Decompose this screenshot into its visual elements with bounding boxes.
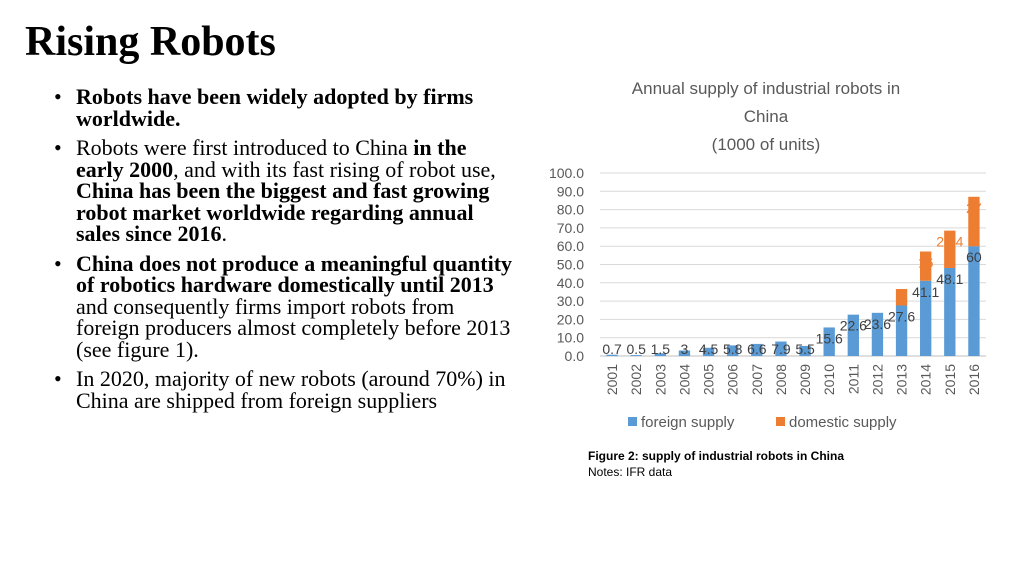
bar-domestic (920, 251, 932, 281)
bar-foreign (654, 353, 666, 356)
bullet-text: , and with its fast rising of robot use, (173, 156, 496, 182)
bullet-text: and consequently firms import robots fro… (76, 293, 511, 362)
x-tick-label: 2009 (797, 364, 813, 395)
chart-title: (1000 of units) (712, 135, 821, 154)
x-tick-label: 2013 (894, 364, 910, 395)
bullet-item: In 2020, majority of new robots (around … (52, 368, 512, 411)
data-label-foreign: 4.5 (699, 341, 719, 357)
bullet-text-bold: China has been the biggest and fast grow… (76, 178, 490, 246)
bullet-text: . (221, 221, 227, 246)
bar-foreign (702, 347, 715, 356)
x-tick-label: 2002 (628, 364, 644, 395)
bar-foreign (630, 355, 642, 356)
data-label-domestic: 20.4 (936, 234, 963, 250)
y-tick-label: 70.0 (557, 220, 584, 236)
x-tick-label: 2003 (652, 364, 668, 395)
bar-foreign (727, 345, 739, 356)
bullet-text-bold: Robots have been widely adopted by firms… (76, 84, 474, 131)
bar-foreign (895, 305, 908, 356)
y-tick-label: 30.0 (557, 293, 584, 309)
bar-domestic (895, 289, 908, 306)
bar-foreign (823, 327, 835, 356)
bar-foreign (751, 343, 763, 356)
bullet-text: Robots were first introduced to China (76, 135, 414, 160)
slide-title: Rising Robots (25, 19, 276, 65)
bullet-text: In 2020, majority of new robots (around … (76, 366, 506, 413)
y-tick-label: 60.0 (557, 238, 584, 254)
data-label-foreign: 15.6 (816, 330, 843, 346)
x-tick-label: 2008 (773, 364, 789, 395)
bar-domestic (968, 196, 980, 247)
legend-label-domestic: domestic supply (789, 414, 897, 431)
data-label-foreign: 23.6 (864, 316, 891, 332)
bar-foreign (968, 246, 980, 356)
data-label-foreign: 3 (681, 341, 689, 357)
data-label-foreign: 41.1 (912, 284, 939, 300)
caption-note: Notes: IFR data (588, 465, 673, 479)
data-label-foreign: 5.5 (795, 341, 815, 357)
data-label-foreign: 1.5 (651, 341, 671, 357)
bar-foreign (799, 345, 811, 356)
robot-supply-chart: Annual supply of industrial robots in Chi… (549, 79, 986, 431)
data-label-domestic: 9 (898, 292, 906, 308)
chart-title: Annual supply of industrial robots in (632, 79, 900, 98)
figure-caption: Figure 2: supply of industrial robots in… (588, 448, 844, 480)
bullet-item: Robots have been widely adopted by firms… (52, 86, 512, 129)
x-tick-label: 2012 (869, 364, 885, 395)
bar-foreign (944, 267, 956, 356)
legend-swatch (628, 417, 637, 426)
data-label-foreign: 60 (966, 249, 982, 265)
chart-container: Annual supply of industrial robots in Chi… (540, 70, 1000, 440)
chart-title: China (744, 107, 789, 126)
bullet-item: China does not produce a meaningful quan… (52, 250, 513, 362)
bar-domestic (944, 230, 956, 268)
data-label-domestic: 27 (966, 200, 982, 216)
bar-foreign (678, 350, 691, 356)
x-tick-label: 2014 (918, 364, 934, 395)
data-label-foreign: 27.6 (888, 308, 915, 324)
y-tick-label: 80.0 (557, 202, 584, 218)
data-label-foreign: 48.1 (936, 271, 963, 287)
bar-foreign (871, 312, 884, 356)
y-tick-label: 20.0 (557, 311, 584, 327)
bar-foreign (775, 341, 787, 356)
bullet-list: Robots have been widely adopted by firms… (52, 86, 512, 419)
x-tick-label: 2016 (966, 364, 982, 395)
bullet-item: Robots were first introduced to China in… (52, 137, 512, 245)
x-tick-label: 2006 (725, 364, 741, 395)
data-label-foreign: 5.8 (723, 341, 743, 357)
x-tick-label: 2015 (942, 364, 958, 395)
legend-swatch (776, 417, 785, 426)
y-tick-label: 10.0 (557, 330, 584, 346)
caption-title: Figure 2: supply of industrial robots in… (588, 449, 845, 463)
y-tick-label: 0.0 (565, 348, 585, 364)
x-tick-label: 2010 (821, 364, 837, 395)
legend-label-foreign: foreign supply (641, 414, 735, 431)
y-tick-label: 90.0 (557, 183, 584, 199)
bullet-text-bold: in the early 2000 (76, 135, 467, 182)
y-tick-label: 40.0 (557, 275, 584, 291)
x-tick-label: 2004 (676, 364, 692, 395)
x-tick-label: 2005 (701, 364, 717, 395)
data-label-foreign: 7.9 (771, 341, 791, 357)
bar-foreign (847, 314, 859, 356)
bar-foreign (920, 280, 932, 356)
y-tick-label: 100.0 (549, 165, 584, 181)
data-label-foreign: 0.7 (602, 341, 622, 357)
bar-foreign (606, 354, 618, 356)
x-tick-label: 2007 (749, 364, 765, 395)
data-label-domestic: 16 (918, 255, 934, 271)
data-label-foreign: 0.5 (626, 341, 646, 357)
data-label-foreign: 22.6 (840, 318, 867, 334)
bullet-text-bold: China does not produce a meaningful quan… (76, 250, 513, 297)
x-tick-label: 2001 (604, 364, 620, 395)
y-tick-label: 50.0 (557, 257, 584, 273)
x-tick-label: 2011 (845, 364, 861, 394)
data-label-foreign: 6.6 (747, 341, 767, 357)
